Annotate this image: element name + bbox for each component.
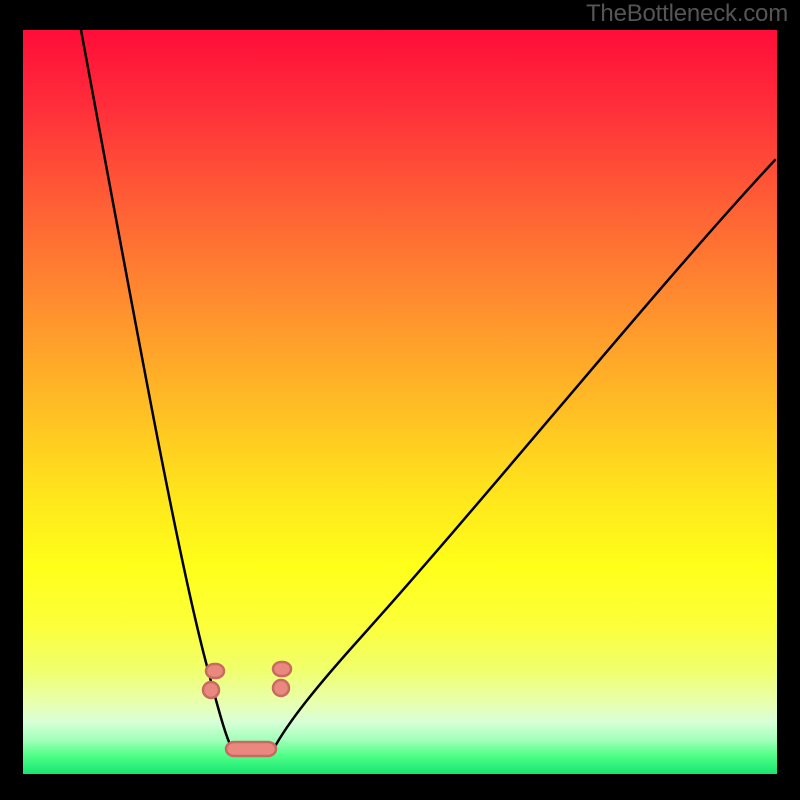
chart-svg bbox=[23, 30, 777, 774]
marker-dot bbox=[273, 680, 289, 696]
marker-pill bbox=[273, 662, 291, 676]
marker-dot bbox=[203, 682, 219, 698]
chart-frame bbox=[23, 30, 777, 774]
watermark-text: TheBottleneck.com bbox=[586, 0, 788, 28]
gradient-background bbox=[23, 30, 777, 774]
marker-pill bbox=[206, 664, 224, 678]
marker-pill bbox=[226, 742, 276, 756]
